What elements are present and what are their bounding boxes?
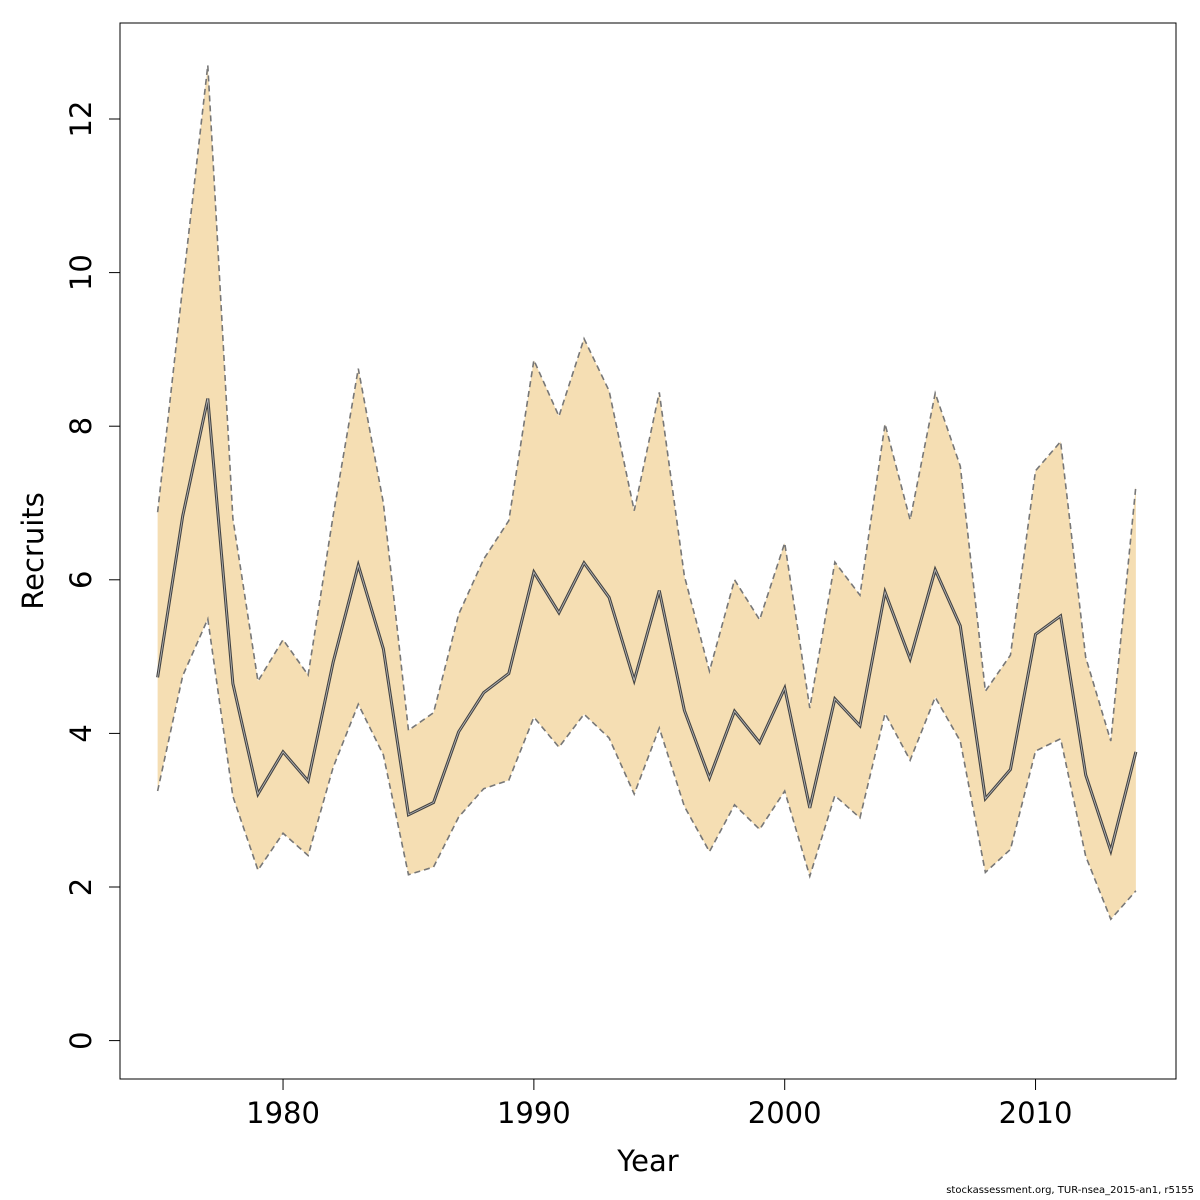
y-tick-label: 12 [64, 101, 98, 138]
lower-bound-line [156, 616, 1137, 921]
y-axis: 0 2 4 6 8 10 12 [64, 101, 121, 1050]
plot-area [156, 65, 1138, 921]
footer-credit: stockassessment.org, TUR-nsea_2015-an1, … [946, 1185, 1194, 1196]
y-tick-label: 4 [64, 724, 98, 742]
y-tick-label: 8 [64, 417, 98, 435]
x-tick-label: 2000 [748, 1096, 822, 1130]
confidence-band [157, 65, 1136, 920]
x-tick-label: 1980 [246, 1096, 320, 1130]
x-axis-label: Year [616, 1144, 678, 1178]
y-tick-label: 2 [64, 878, 98, 896]
x-tick-label: 1990 [497, 1096, 571, 1130]
x-axis: 1980 1990 2000 2010 [246, 1078, 1073, 1130]
estimate-line-core [157, 398, 1137, 853]
y-tick-label: 0 [64, 1031, 98, 1049]
upper-bound-line [156, 65, 1137, 742]
y-tick-label: 6 [64, 571, 98, 589]
y-axis-label: Recruits [16, 492, 50, 609]
x-tick-label: 2010 [999, 1096, 1073, 1130]
y-tick-label: 10 [64, 254, 98, 291]
